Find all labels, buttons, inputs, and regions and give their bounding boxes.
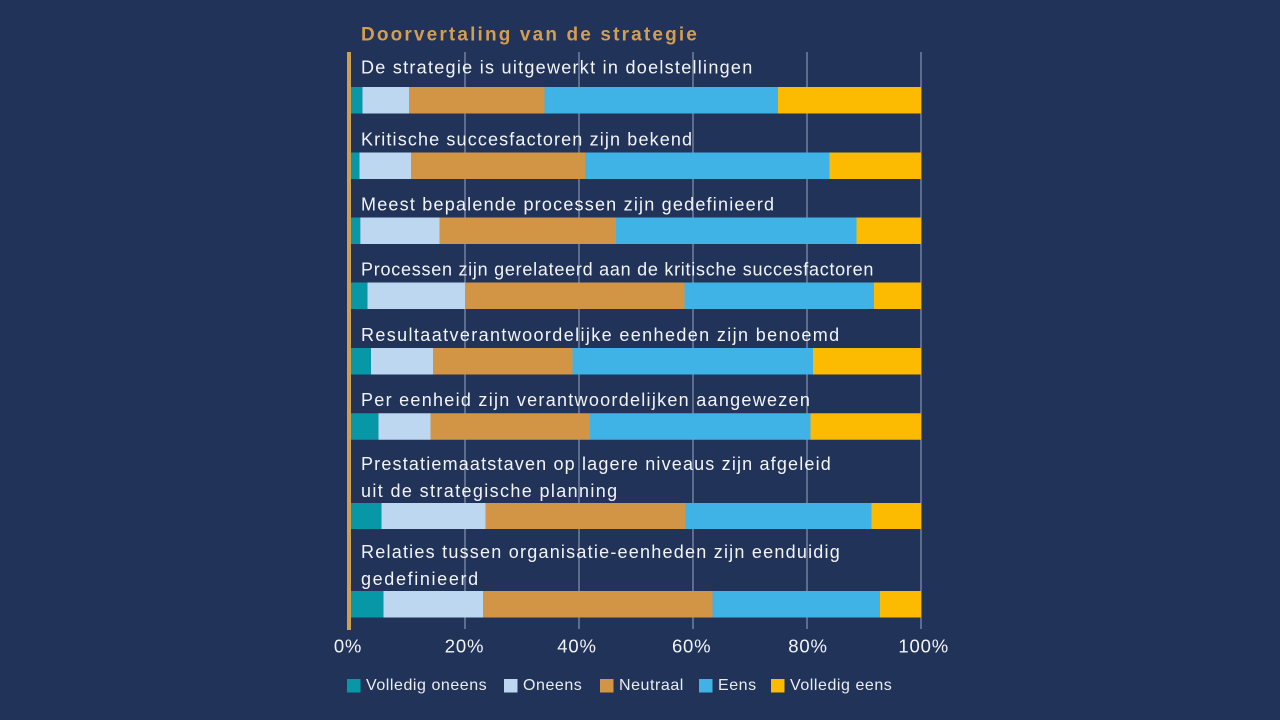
svg-text:Relaties tussen organisatie-ee: Relaties tussen organisatie-eenheden zij… <box>361 542 841 562</box>
svg-text:20%: 20% <box>445 636 484 657</box>
svg-text:uit de strategische planning: uit de strategische planning <box>361 481 619 501</box>
svg-text:0%: 0% <box>334 636 362 657</box>
svg-text:Volledig oneens: Volledig oneens <box>366 677 487 694</box>
svg-text:80%: 80% <box>788 636 827 657</box>
svg-text:Resultaatverantwoordelijke een: Resultaatverantwoordelijke eenheden zijn… <box>361 325 841 345</box>
svg-text:gedefinieerd: gedefinieerd <box>361 569 480 589</box>
svg-text:60%: 60% <box>672 636 711 657</box>
svg-text:Kritische succesfactoren zijn: Kritische succesfactoren zijn bekend <box>361 130 693 150</box>
svg-text:Prestatiemaatstaven op lagere: Prestatiemaatstaven op lagere niveaus zi… <box>361 454 832 474</box>
svg-text:Eens: Eens <box>718 677 757 694</box>
svg-text:Neutraal: Neutraal <box>619 677 684 694</box>
svg-text:100%: 100% <box>898 636 949 657</box>
svg-text:Oneens: Oneens <box>523 677 582 694</box>
svg-text:Doorvertaling van de strategie: Doorvertaling van de strategie <box>361 25 699 46</box>
svg-text:Processen zijn gerelateerd aan: Processen zijn gerelateerd aan de kritis… <box>361 260 874 280</box>
svg-text:Per eenheid zijn verantwoordel: Per eenheid zijn verantwoordelijken aang… <box>361 390 811 410</box>
svg-text:De strategie is uitgewerkt in: De strategie is uitgewerkt in doelstelli… <box>361 58 754 78</box>
svg-text:Meest bepalende processen zijn: Meest bepalende processen zijn gedefinie… <box>361 195 775 215</box>
svg-text:Volledig eens: Volledig eens <box>790 677 892 694</box>
svg-text:40%: 40% <box>557 636 596 657</box>
